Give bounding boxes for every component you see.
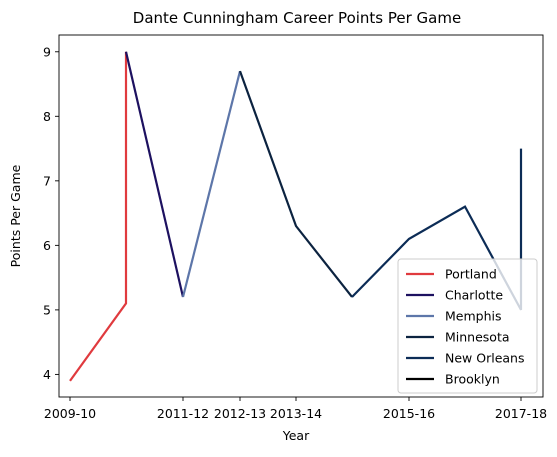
y-tick-label: 4 xyxy=(43,367,51,382)
legend-label-memphis: Memphis xyxy=(445,309,502,324)
y-tick-label: 9 xyxy=(43,44,51,59)
legend-label-new-orleans: New Orleans xyxy=(445,351,524,366)
x-tick-label: 2009-10 xyxy=(44,406,96,421)
chart-title: Dante Cunningham Career Points Per Game xyxy=(133,9,461,27)
y-axis-ticks: 4 5 6 7 8 9 xyxy=(43,44,59,382)
y-tick-label: 8 xyxy=(43,109,51,124)
x-axis-ticks: 2009-10 2011-12 2012-13 2013-14 2015-16 2017-… xyxy=(44,397,547,421)
legend-label-minnesota: Minnesota xyxy=(445,330,510,345)
legend-label-brooklyn: Brooklyn xyxy=(445,372,500,387)
x-tick-label: 2011-12 xyxy=(157,406,209,421)
y-tick-label: 5 xyxy=(43,302,51,317)
legend-label-charlotte: Charlotte xyxy=(445,288,503,303)
legend: Portland Charlotte Memphis Minnesota New Orl… xyxy=(398,259,537,393)
x-tick-label: 2015-16 xyxy=(383,406,435,421)
x-tick-label: 2012-13 xyxy=(214,406,266,421)
legend-label-portland: Portland xyxy=(445,267,497,282)
y-tick-label: 7 xyxy=(43,173,51,188)
x-tick-label: 2013-14 xyxy=(270,406,322,421)
x-axis-label: Year xyxy=(282,428,310,443)
y-tick-label: 6 xyxy=(43,238,51,253)
y-axis-label: Points Per Game xyxy=(8,164,23,267)
x-tick-label: 2017-18 xyxy=(495,406,547,421)
